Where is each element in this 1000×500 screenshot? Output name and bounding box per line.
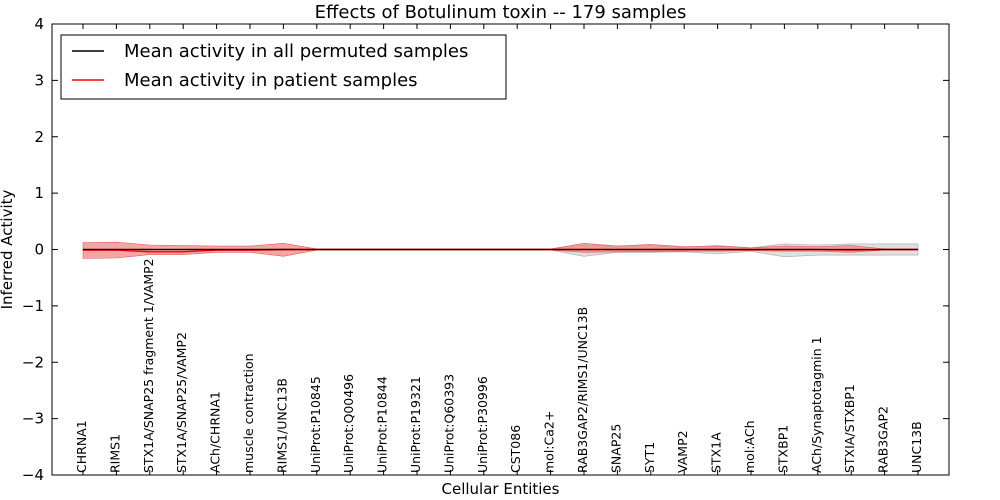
x-tick-label: RAB3GAP2/RIMS1/UNC13B [575,307,590,473]
x-tick-label: mol:ACh [742,421,757,474]
x-tick-label: muscle contraction [241,353,256,473]
x-tick-label: UniProt:P19321 [408,376,423,473]
x-axis-title: Cellular Entities [442,480,560,498]
y-axis-title: Inferred Activity [0,189,16,309]
y-tick-label: −1 [22,297,44,315]
series-lines [83,248,918,253]
legend-entry-1: Mean activity in patient samples [124,70,418,91]
x-tick-label: ACh/Synaptotagmin 1 [809,336,824,473]
legend-box [60,34,507,100]
chart-title: Effects of Botulinum toxin -- 179 sample… [315,2,687,23]
x-tick-label: RIMS1/UNC13B [274,378,289,473]
x-tick-label: STX1A/SNAP25 fragment 1/VAMP2 [141,258,156,473]
x-tick-label: UniProt:Q60393 [441,374,456,473]
y-tick-label: 1 [34,184,44,202]
x-tick-label: SYT1 [642,442,657,473]
x-tick-label: CHRNA1 [74,420,89,473]
x-tick-label: UniProt:P10845 [308,376,323,473]
x-tick-label: VAMP2 [675,430,690,473]
y-tick-label: 3 [34,71,44,89]
x-tick-label: mol:Ca2+ [542,411,557,473]
y-tick-label: −4 [22,466,44,484]
y-tick-label: 0 [34,241,44,259]
x-tick-label: CST086 [508,425,523,473]
legend: Mean activity in all permuted samples Mea… [60,34,507,100]
x-tick-label: STXIA/STXBP1 [842,384,857,473]
x-tick-label: UniProt:Q00496 [341,374,356,473]
x-tick-label: SNAP25 [608,424,623,473]
y-tick-label: −2 [22,353,44,371]
x-tick-label: STX1A [709,432,724,473]
y-axis: 4 3 2 1 0 −1 −2 −3 −4 [22,15,949,484]
x-tick-label: RIMS1 [107,434,122,473]
y-tick-label: 4 [34,15,44,33]
x-tick-label: UniProt:P10844 [375,376,390,473]
x-tick-label: STXBP1 [775,425,790,473]
y-tick-label: 2 [34,128,44,146]
x-tick-label: UNC13B [909,421,924,473]
legend-entry-0: Mean activity in all permuted samples [124,41,468,62]
x-axis: CHRNA1 RIMS1 STX1A/SNAP25 fragment 1/VAMP2… [74,24,924,475]
x-tick-label: STX1A/SNAP25/VAMP2 [174,332,189,473]
x-tick-label: UniProt:P30996 [475,376,490,473]
x-tick-label: RAB3GAP2 [876,406,891,473]
x-tick-label: ACh/CHRNA1 [208,391,223,473]
y-tick-label: −3 [22,410,44,428]
